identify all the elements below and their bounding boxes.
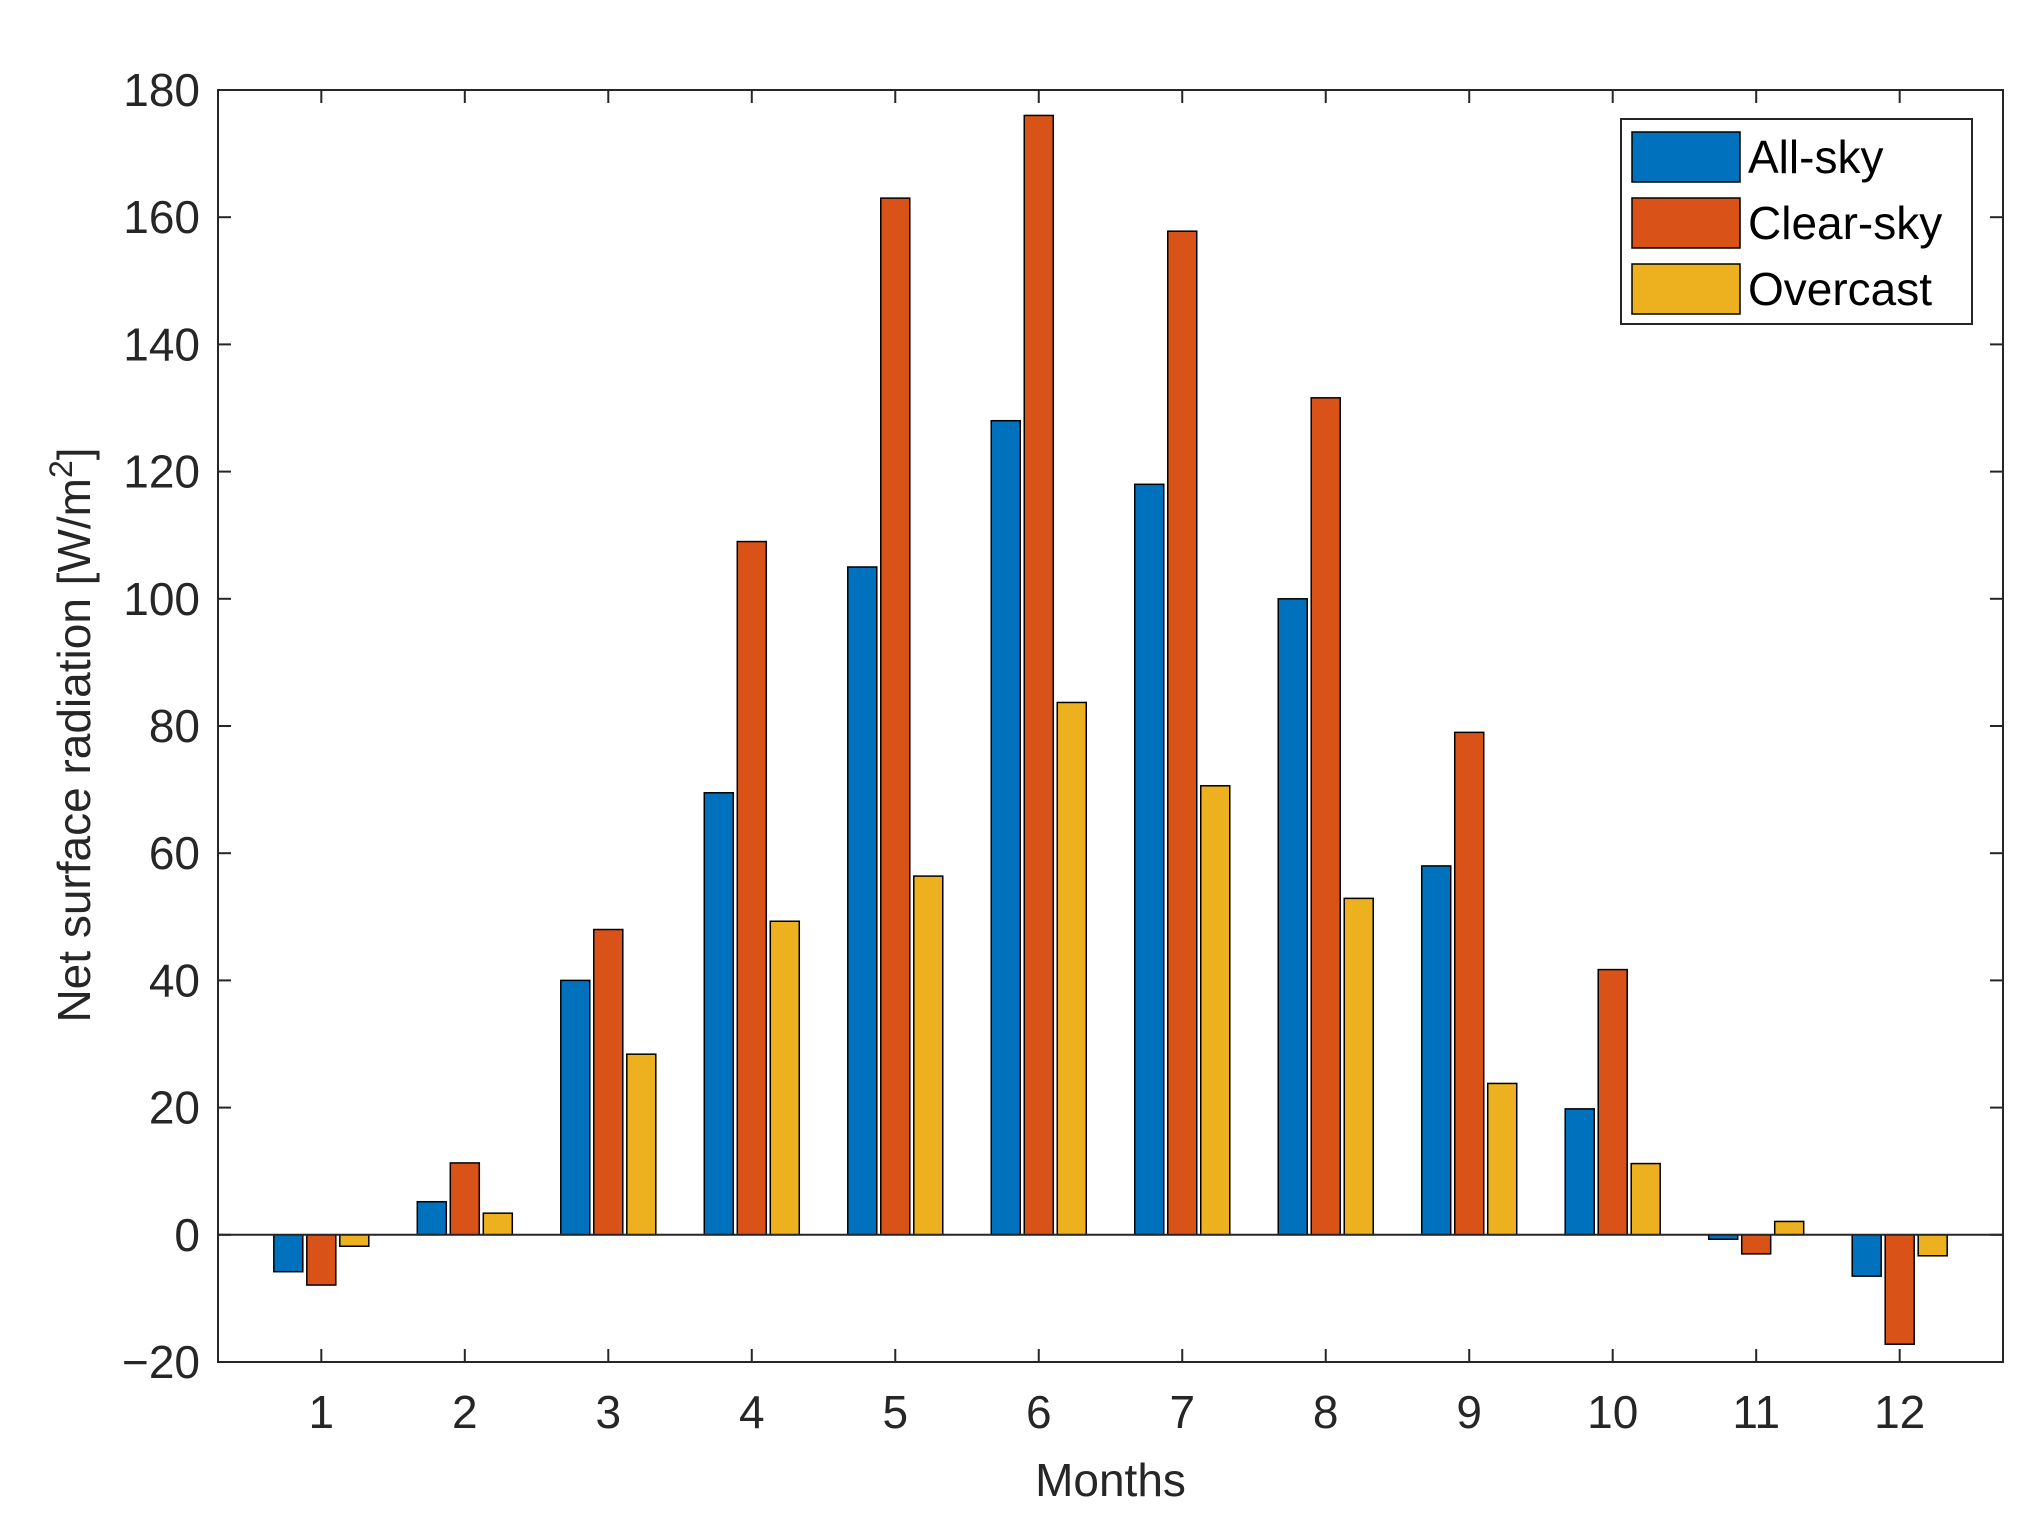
bar-overcast-month-10 [1630, 1162, 1661, 1236]
bar-clear-sky-month-11 [1740, 1234, 1772, 1255]
x-tick-label: 1 [309, 1386, 335, 1438]
x-tick-label: 6 [1026, 1386, 1052, 1438]
bar-all-sky-month-6 [990, 419, 1022, 1236]
legend-label-clear-sky: Clear-sky [1748, 197, 1942, 249]
y-axis-title-text: Net surface radiation [W/m [48, 478, 100, 1023]
y-tick-label: −20 [122, 1336, 200, 1388]
y-axis-title: Net surface radiation [W/m2] [43, 447, 100, 1022]
y-tick-label: 100 [123, 573, 200, 625]
bar-all-sky-month-4 [703, 792, 735, 1236]
bar-overcast-month-6 [1056, 701, 1088, 1236]
bar-clear-sky-month-5 [880, 197, 911, 1236]
bar-all-sky-month-5 [847, 566, 878, 1236]
bar-overcast-month-12 [1917, 1234, 1948, 1257]
x-tick-label: 10 [1587, 1386, 1638, 1438]
legend-label-overcast: Overcast [1748, 263, 1932, 315]
legend-label-all-sky: All-sky [1748, 131, 1883, 183]
bar-clear-sky-month-10 [1597, 968, 1628, 1236]
y-tick-label: 20 [149, 1082, 200, 1134]
x-tick-label: 4 [739, 1386, 765, 1438]
y-tick-label: 80 [149, 700, 200, 752]
y-axis-title-superscript: 2 [43, 460, 79, 478]
legend-swatch-all-sky [1631, 131, 1741, 183]
bar-clear-sky-month-12 [1884, 1234, 1915, 1345]
bar-overcast-month-9 [1486, 1082, 1518, 1236]
bar-overcast-month-2 [482, 1212, 514, 1236]
y-tick-label: 40 [149, 954, 200, 1006]
bar-all-sky-month-1 [273, 1234, 304, 1273]
y-tick-label: 60 [149, 827, 200, 879]
plot-frame [217, 89, 2004, 1363]
bar-clear-sky-month-4 [736, 540, 768, 1236]
bar-all-sky-month-10 [1564, 1108, 1595, 1236]
bar-all-sky-month-7 [1133, 483, 1165, 1236]
bar-overcast-month-3 [626, 1053, 657, 1236]
bar-all-sky-month-2 [416, 1200, 448, 1236]
bar-clear-sky-month-9 [1453, 731, 1485, 1236]
bar-clear-sky-month-8 [1310, 397, 1341, 1236]
x-tick-label: 2 [452, 1386, 478, 1438]
x-tick-label: 11 [1732, 1386, 1780, 1438]
bar-overcast-month-1 [339, 1234, 370, 1247]
x-tick-label: 12 [1874, 1386, 1925, 1438]
bar-clear-sky-month-7 [1166, 230, 1198, 1236]
bar-all-sky-month-12 [1851, 1234, 1882, 1277]
x-tick-label: 3 [595, 1386, 621, 1438]
y-tick-label: 0 [174, 1209, 200, 1261]
bar-overcast-month-11 [1773, 1220, 1805, 1236]
x-axis-title: Months [1035, 1454, 1186, 1506]
bar-all-sky-month-9 [1420, 865, 1452, 1236]
bar-all-sky-month-3 [560, 979, 591, 1236]
legend-swatch-overcast [1631, 263, 1741, 315]
y-tick-label: 160 [123, 191, 200, 243]
y-tick-labels: −20 0 20 40 60 80 100 120 140 160 180 [122, 64, 200, 1388]
y-axis-title-suffix: ] [48, 447, 100, 460]
x-tick-label: 8 [1313, 1386, 1339, 1438]
y-tick-label: 140 [123, 318, 200, 370]
y-tick-label: 120 [123, 446, 200, 498]
x-tick-label: 9 [1456, 1386, 1482, 1438]
x-tick-label: 7 [1169, 1386, 1195, 1438]
x-tick-labels: 1 2 3 4 5 6 7 8 9 10 11 12 [309, 1386, 1926, 1438]
legend: All-sky Clear-sky Overcast [1620, 118, 1973, 325]
bar-overcast-month-8 [1343, 897, 1374, 1236]
y-tick-label: 180 [123, 64, 200, 116]
bar-overcast-month-7 [1199, 785, 1231, 1236]
legend-swatch-clear-sky [1631, 197, 1741, 249]
bar-clear-sky-month-1 [306, 1234, 337, 1286]
bar-overcast-month-4 [769, 920, 801, 1236]
bar-clear-sky-month-6 [1023, 114, 1055, 1236]
bar-clear-sky-month-2 [449, 1162, 481, 1236]
bar-overcast-month-5 [913, 875, 944, 1236]
bar-all-sky-month-8 [1277, 598, 1308, 1236]
bar-clear-sky-month-3 [593, 928, 624, 1236]
x-tick-label: 5 [882, 1386, 908, 1438]
